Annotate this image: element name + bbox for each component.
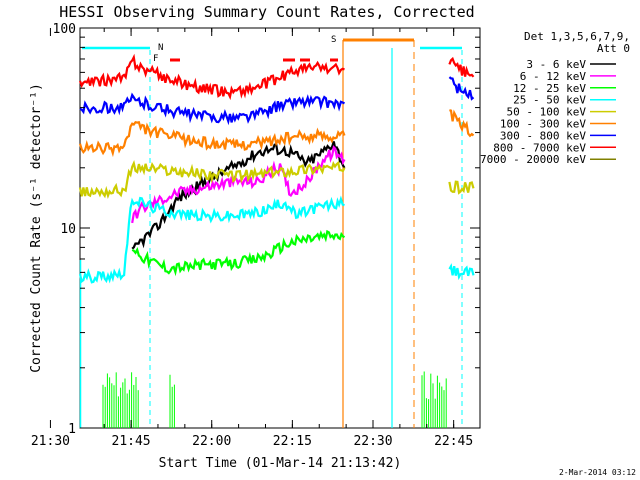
y-axis-label: Corrected Count Rate (s⁻¹ detector⁻¹) [29, 83, 44, 373]
series-line-1 [131, 145, 346, 224]
y-tick-label: 1 [68, 422, 76, 437]
series-line-7 [78, 53, 345, 101]
y-tick-label: 10 [60, 222, 76, 237]
series-line-6 [79, 92, 345, 126]
saa-flag-label: S [331, 35, 336, 45]
legend-label-7: 800 - 7000 keV [493, 141, 586, 154]
legend-label-1: 6 - 12 keV [520, 70, 587, 83]
axis-ticks: 21:1521:3021:4522:0022:1522:3022:4511010… [31, 22, 480, 449]
legend-header-detectors: Det 1,3,5,6,7,9, [524, 30, 630, 43]
x-tick-label: 21:30 [31, 434, 70, 449]
series-line-3 [448, 263, 475, 281]
night-flag-label: N [158, 43, 163, 53]
plot-timestamp: 2-Mar-2014 03:12 [559, 468, 636, 477]
legend-label-2: 12 - 25 keV [513, 82, 586, 95]
series-line-4 [78, 160, 346, 199]
x-axis-label: Start Time (01-Mar-14 21:13:42) [159, 456, 402, 471]
series-line-7 [448, 56, 475, 78]
legend-label-6: 300 - 800 keV [500, 129, 586, 142]
legend-label-5: 100 - 300 keV [500, 118, 586, 131]
series-line-5 [449, 109, 475, 138]
series-line-2 [131, 229, 346, 277]
legend-label-4: 50 - 100 keV [507, 106, 587, 119]
chart-title: HESSI Observing Summary Count Rates, Cor… [59, 3, 474, 21]
series-line-4 [448, 180, 475, 195]
x-tick-label: 21:45 [112, 434, 151, 449]
legend-header-attenuator: Att 0 [597, 42, 630, 55]
series-lines [78, 53, 475, 284]
flare-flag-label: F [153, 54, 158, 64]
x-tick-label: 22:15 [273, 434, 312, 449]
series-line-6 [448, 76, 475, 101]
legend-label-3: 25 - 50 keV [513, 94, 586, 107]
series-line-3 [78, 195, 345, 284]
series-line-0 [131, 141, 346, 250]
series-line-5 [78, 120, 346, 158]
y-tick-label: 100 [53, 22, 76, 37]
x-tick-label: 22:00 [192, 434, 231, 449]
x-tick-label: 22:30 [353, 434, 392, 449]
legend-label-0: 3 - 6 keV [526, 58, 586, 71]
flag-overlays: NF S [79, 35, 463, 428]
x-tick-label: 22:45 [434, 434, 473, 449]
legend-label-8: 7000 - 20000 keV [480, 153, 586, 166]
